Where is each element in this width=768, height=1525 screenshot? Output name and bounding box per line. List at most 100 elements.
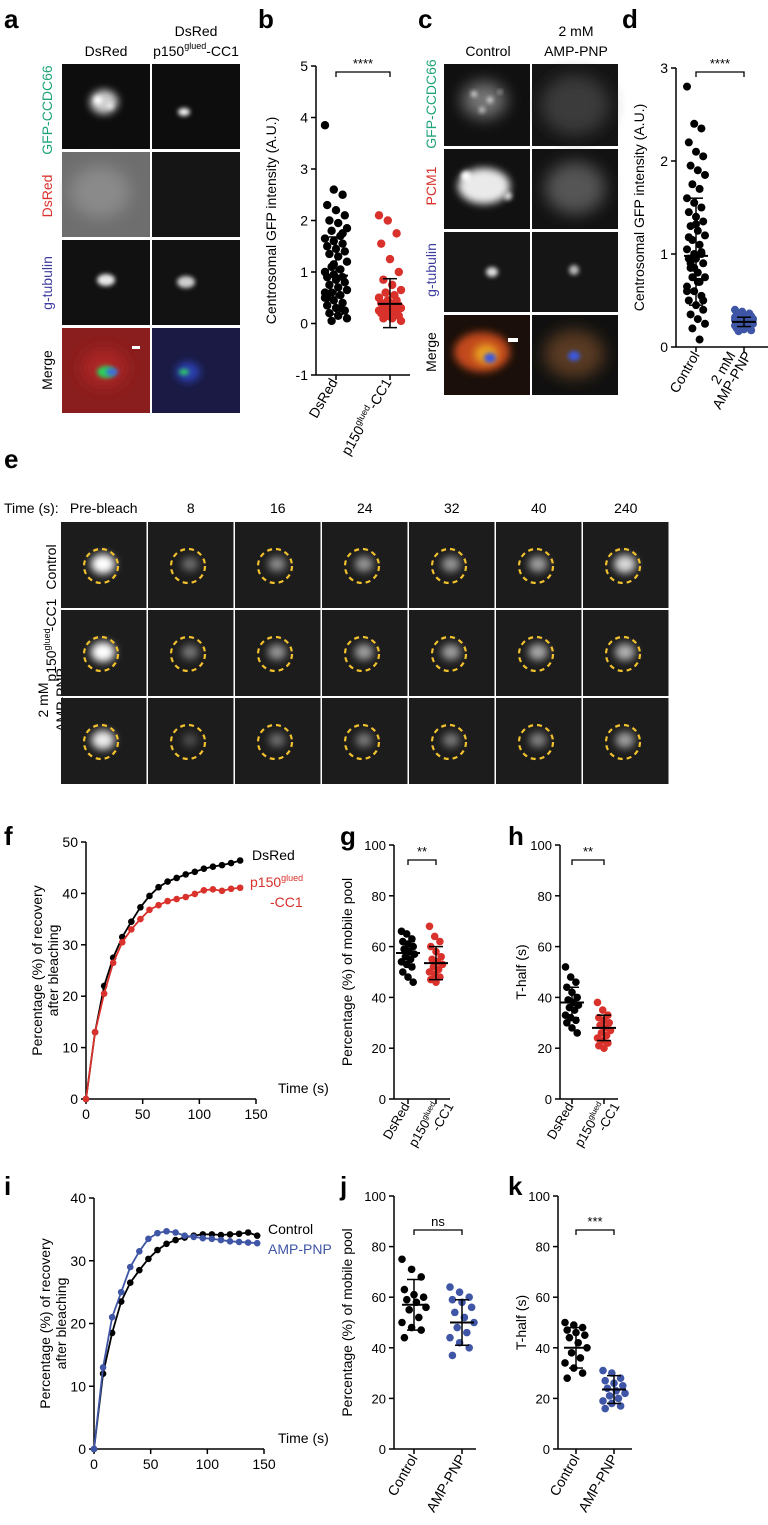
image-c-gfp-control — [444, 64, 530, 146]
panel-label-e: e — [4, 444, 18, 474]
significance-label: *** — [587, 1214, 602, 1229]
y-tick-label: 1 — [300, 264, 308, 280]
series-point — [117, 1298, 125, 1305]
y-tick-label: 2 — [660, 153, 668, 169]
image-c-gtub-control — [444, 232, 530, 312]
legend-p150: p150glued — [250, 873, 303, 890]
data-point — [381, 288, 390, 297]
data-point — [405, 1306, 414, 1314]
panel-label-a: a — [4, 4, 19, 34]
series-point — [209, 885, 217, 893]
col-label-amp-pnp: AMP-PNP — [544, 43, 608, 59]
y-tick-label: 50 — [62, 834, 78, 850]
bleach-roi-circle — [343, 723, 381, 761]
data-point — [392, 303, 401, 313]
y-tick-label: 60 — [372, 940, 386, 955]
x-tick-label: 50 — [143, 1456, 159, 1472]
data-point — [699, 217, 708, 226]
y-tick-label: 40 — [372, 990, 386, 1005]
data-point — [327, 316, 336, 326]
y-tick-label: 100 — [364, 1189, 386, 1204]
y-tick-label: 10 — [70, 1378, 86, 1394]
data-point — [692, 147, 700, 156]
data-point — [398, 1318, 406, 1327]
y-axis-label: Centrosomal GFP intensity (A.U.) — [263, 117, 279, 324]
data-point — [697, 203, 706, 212]
data-point — [409, 978, 418, 986]
frap-image-tile — [235, 698, 321, 784]
data-point — [436, 937, 444, 946]
data-point — [686, 161, 695, 170]
y-tick-label: 20 — [536, 1391, 550, 1406]
data-point — [690, 287, 699, 296]
data-point — [578, 1369, 587, 1377]
data-point — [683, 287, 691, 296]
y-tick-label: 40 — [70, 1190, 86, 1206]
data-point — [701, 231, 709, 240]
series-point — [164, 897, 171, 905]
series-point — [164, 878, 171, 885]
series-point — [155, 883, 162, 891]
panel-e: Time (s): Pre-bleach 8 16 24 32 40 240 Control… — [4, 500, 669, 797]
data-point — [417, 1326, 426, 1334]
y-tick-label: -1 — [296, 367, 309, 383]
series-point — [218, 887, 226, 895]
series-point — [235, 1238, 243, 1246]
chart-j: 0 20 40 60 80 100 Percentage (%) of mobile poo… — [339, 1189, 478, 1515]
significance-bracket — [335, 71, 391, 77]
data-point — [320, 121, 330, 130]
bleach-roi-circle — [82, 547, 120, 585]
image-c-pcm1-control — [444, 149, 530, 229]
data-point — [334, 218, 343, 228]
bleach-roi-circle — [256, 723, 294, 761]
y-tick-label: 0 — [660, 339, 668, 355]
data-point — [342, 285, 352, 295]
chart-f: 0 10 20 30 40 50 0 50 100 150 Time (s) Percentage (… — [29, 834, 329, 1122]
data-point — [340, 278, 349, 287]
data-point — [566, 973, 575, 981]
frap-image-tile — [583, 610, 669, 696]
x-tick-label: Control — [546, 1452, 582, 1499]
series-point — [155, 901, 162, 909]
col-label-2mm: 2 mM — [559, 23, 594, 39]
y-tick-label: 100 — [530, 838, 552, 853]
row-label-e-p150: p150glued — [42, 628, 59, 681]
y-tick-label: 100 — [528, 1189, 550, 1204]
frap-image-tile — [496, 698, 582, 784]
data-point — [419, 1293, 428, 1301]
data-point — [599, 1366, 607, 1375]
series-point — [244, 1239, 252, 1246]
x-tick-label: DsRed — [305, 376, 340, 421]
row-label-dsred: DsRed — [39, 175, 55, 218]
y-tick-label: 3 — [300, 161, 308, 177]
y-tick-label: 60 — [538, 940, 552, 955]
x-tick-label: p150glued-CC1 — [337, 375, 395, 458]
image-a-gtub-cc1 — [152, 240, 240, 325]
data-point — [398, 1255, 406, 1264]
series-point — [163, 1227, 170, 1235]
series-point — [154, 1229, 161, 1237]
y-tick-label: 20 — [538, 1041, 552, 1056]
image-a-dsred-dsred — [62, 152, 150, 237]
y-tick-label: 80 — [372, 1240, 386, 1255]
row-label-gfp-ccdc66: GFP-CCDC66 — [39, 65, 55, 155]
frap-image-tile — [496, 522, 582, 608]
data-point — [325, 216, 334, 225]
series-point — [154, 1246, 161, 1254]
row-label-merge: Merge — [39, 350, 55, 390]
series-point — [136, 1266, 143, 1274]
bleach-roi-circle — [517, 723, 555, 761]
data-point — [327, 226, 336, 235]
data-point — [599, 1397, 607, 1405]
series-point — [109, 959, 117, 967]
data-point — [323, 293, 332, 302]
col-label-dsred: DsRed — [85, 43, 128, 59]
data-point — [561, 1359, 569, 1367]
frap-image-tile — [61, 610, 147, 696]
bleach-roi-circle — [169, 547, 207, 585]
row-label-c-gfp-ccdc66: GFP-CCDC66 — [423, 59, 439, 149]
row-label-c-pcm1: PCM1 — [423, 166, 439, 205]
data-point — [695, 184, 704, 193]
data-point — [568, 1024, 576, 1032]
